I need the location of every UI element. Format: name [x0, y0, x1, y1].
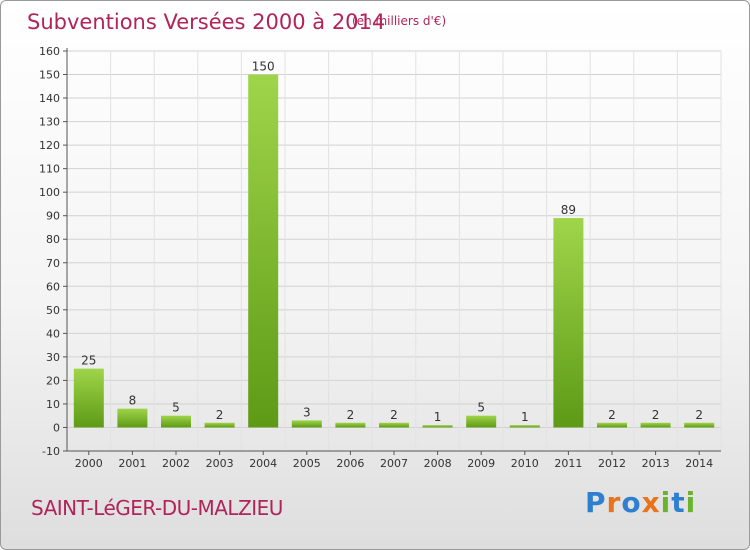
y-tick-label: 0 [53, 421, 60, 434]
x-tick-label: 2005 [293, 457, 321, 470]
logo-letter: i [660, 486, 672, 519]
proxiti-logo: Proxiti [585, 486, 696, 519]
logo-letter: r [606, 486, 622, 519]
y-tick-label: 60 [46, 280, 60, 293]
x-tick-label: 2009 [467, 457, 495, 470]
logo-letter: t [671, 486, 686, 519]
y-tick-label: 80 [46, 233, 60, 246]
y-tick-label: 30 [46, 351, 60, 364]
data-label: 25 [81, 354, 96, 368]
x-tick-label: 2001 [118, 457, 146, 470]
bars [73, 74, 715, 428]
data-label: 2 [608, 408, 616, 422]
x-tick-label: 2000 [75, 457, 103, 470]
x-tick-label: 2008 [424, 457, 452, 470]
data-labels: 25 8 5 2 150 3 2 2 1 5 1 89 2 2 2 [81, 60, 703, 425]
y-tick-label: 110 [39, 163, 60, 176]
data-label: 1 [434, 410, 442, 424]
y-tick-label: 50 [46, 304, 60, 317]
x-tick-label: 2004 [249, 457, 277, 470]
y-tick-label: 10 [46, 398, 60, 411]
y-tick-label: 20 [46, 374, 60, 387]
bar [117, 408, 148, 428]
y-tick-label: 40 [46, 327, 60, 340]
logo-letter: i [685, 486, 697, 519]
x-tick-label: 2011 [554, 457, 582, 470]
commune-name: SAINT-LéGER-DU-MALZIEU [31, 496, 283, 520]
bar [597, 422, 627, 428]
chart-title: Subventions Versées 2000 à 2014 [27, 10, 386, 34]
data-label: 2 [347, 408, 355, 422]
y-tick-label: 130 [39, 116, 60, 129]
y-tick-label: 120 [39, 139, 60, 152]
logo-letter: x [641, 486, 661, 519]
bar [509, 425, 540, 428]
data-label: 2 [216, 408, 224, 422]
data-label: 2 [695, 408, 703, 422]
y-tick-label: 100 [39, 186, 60, 199]
data-label: 150 [252, 60, 275, 74]
bar [291, 420, 322, 428]
data-label: 2 [652, 408, 660, 422]
x-tick-label: 2013 [642, 457, 670, 470]
chart-unit: (en milliers d'€) [352, 14, 447, 28]
data-label: 8 [129, 394, 137, 408]
data-label: 3 [303, 405, 311, 419]
x-tick-label: 2014 [685, 457, 713, 470]
bar [204, 422, 235, 428]
y-tick-label: 150 [39, 69, 60, 82]
x-tick-label: 2003 [206, 457, 234, 470]
y-tick-label: 160 [39, 45, 60, 58]
grid-lines [66, 50, 722, 452]
bar [466, 415, 497, 428]
bar [553, 218, 584, 428]
data-label: 5 [172, 401, 180, 415]
bar [422, 425, 453, 428]
y-tick-label: 90 [46, 210, 60, 223]
bar [248, 74, 279, 428]
bar [335, 422, 366, 428]
bar [640, 422, 671, 428]
y-tick-label: 70 [46, 257, 60, 270]
x-tick-label: 2010 [511, 457, 539, 470]
logo-letter: o [621, 486, 642, 519]
x-tick-label: 2012 [598, 457, 626, 470]
y-tick-label: -10 [42, 445, 60, 458]
y-tick-label: 140 [39, 92, 60, 105]
logo-letter: P [585, 486, 607, 519]
data-label: 89 [561, 203, 576, 217]
x-tick-label: 2007 [380, 457, 408, 470]
bar [379, 422, 409, 428]
x-tick-label: 2002 [162, 457, 190, 470]
bar [73, 368, 104, 428]
axes: -10 0 10 20 30 40 50 60 70 80 90 100 110 120 130 140 150… [39, 45, 721, 470]
x-tick-label: 2006 [336, 457, 364, 470]
data-label: 1 [521, 410, 529, 424]
bar [684, 422, 715, 428]
bar [161, 415, 191, 428]
data-label: 2 [390, 408, 398, 422]
data-label: 5 [477, 401, 485, 415]
